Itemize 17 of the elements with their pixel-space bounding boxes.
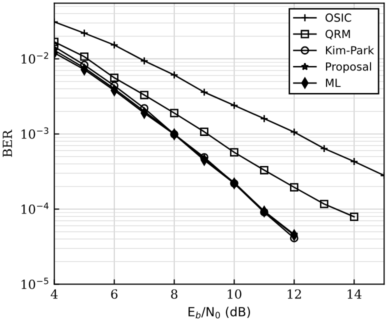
y-tick-label: 10$^{−4}$ bbox=[22, 202, 49, 214]
x-tick-label: 8 bbox=[171, 289, 178, 299]
x-tick-label: 12 bbox=[288, 289, 301, 299]
x-tick-label: 10 bbox=[228, 289, 242, 299]
x-tick-label: 14 bbox=[348, 289, 362, 299]
legend-label: QRM bbox=[326, 30, 350, 40]
y-tick-label: 10$^{−3}$ bbox=[22, 127, 48, 139]
x-tick-label: 6 bbox=[111, 289, 118, 299]
y-axis-title: BER bbox=[2, 130, 12, 157]
x-tick-label: 4 bbox=[50, 289, 58, 299]
legend-label: ML bbox=[326, 78, 341, 87]
x-axis-title: E$_{b}$/N$_{0}$ (dB) bbox=[188, 306, 250, 318]
legend-label: Proposal bbox=[326, 62, 372, 73]
y-tick-label: 10$^{−2}$ bbox=[22, 52, 48, 64]
legend-label: Kim-Park bbox=[326, 46, 374, 54]
y-tick-label: 10$^{−5}$ bbox=[22, 278, 48, 290]
legend-label: OSIC bbox=[326, 13, 352, 22]
